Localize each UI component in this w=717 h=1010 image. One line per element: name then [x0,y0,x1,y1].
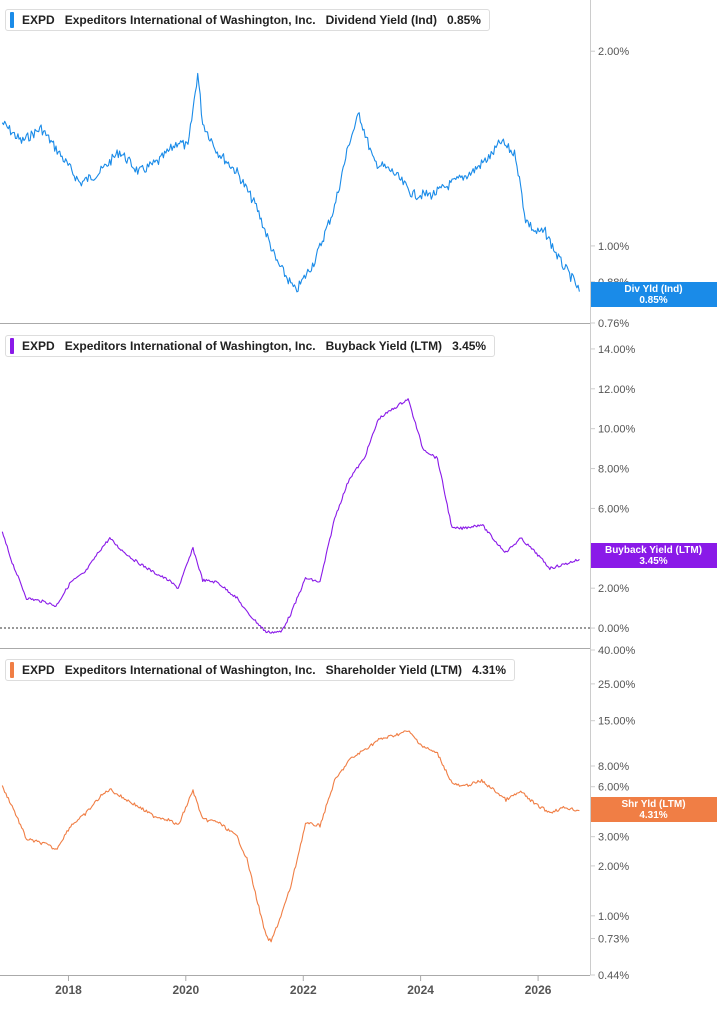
legend-buyback-yield: EXPD Expeditors International of Washing… [5,335,496,357]
x-tick-label: 2024 [407,983,434,997]
tag-background [590,543,717,568]
tag-background [590,797,717,822]
y-tick-label: 0.73% [598,934,629,946]
legend-metric: Dividend Yield (Ind) [325,13,437,27]
series-line [1,72,580,293]
tag-value: 0.85% [639,295,668,306]
legend-swatch [10,662,14,678]
legend-value: 0.85% [446,13,481,27]
legend-company: Expeditors International of Washington, … [64,663,316,677]
y-tick-label: 6.00% [598,503,629,515]
tag-buyback-yield: Buyback Yield (LTM) 3.45% [590,543,717,569]
tag-label: Shr Yld (LTM) [621,799,686,810]
legend-dividend-yield: EXPD Expeditors International of Washing… [5,9,490,31]
x-tick-label: 2022 [290,983,317,997]
tag-dividend-yield: Div Yld (Ind) 0.85% [590,282,717,308]
legend-ticker: EXPD [22,339,55,353]
legend-ticker: EXPD [22,13,55,27]
legend-metric: Shareholder Yield (LTM) [325,663,463,677]
y-tick-label: 0.76% [598,318,629,330]
y-tick-label: 15.00% [598,716,636,728]
tag-label: Buyback Yield (LTM) [604,545,703,556]
legend-company: Expeditors International of Washington, … [64,339,316,353]
y-tick-label: 1.00% [598,911,629,923]
y-tick-label: 2.00% [598,583,629,595]
y-tick-label: 0.00% [598,623,629,635]
y-tick-label: 8.00% [598,761,629,773]
series-line [1,398,580,634]
legend-value: 3.45% [452,339,487,353]
series-line [1,730,580,943]
legend-metric: Buyback Yield (LTM) [325,339,443,353]
y-tick-label: 6.00% [598,782,629,794]
legend-company: Expeditors International of Washington, … [64,13,316,27]
legend-value: 4.31% [472,663,507,677]
y-tick-label: 2.00% [598,46,629,58]
y-tick-label: 0.44% [598,970,629,982]
legend-shareholder-yield: EXPD Expeditors International of Washing… [5,659,516,681]
y-tick-label: 1.00% [598,241,629,253]
legend-swatch [10,338,14,354]
x-tick-label: 2018 [55,983,82,997]
tag-label: Div Yld (Ind) [624,284,683,295]
tag-background [590,282,717,307]
tag-shareholder-yield: Shr Yld (LTM) 4.31% [590,797,717,823]
x-tick-label: 2026 [525,983,552,997]
tag-value: 4.31% [639,810,668,821]
y-tick-label: 12.00% [598,384,636,396]
y-tick-label: 8.00% [598,464,629,476]
y-tick-label: 10.00% [598,424,636,436]
y-tick-label: 3.00% [598,832,629,844]
tag-value: 3.45% [639,556,668,567]
y-tick-label: 2.00% [598,861,629,873]
legend-swatch [10,12,14,28]
legend-ticker: EXPD [22,663,55,677]
y-tick-label: 14.00% [598,344,636,356]
y-tick-label: 40.00% [598,645,636,657]
y-tick-label: 25.00% [598,679,636,691]
x-tick-label: 2020 [172,983,199,997]
